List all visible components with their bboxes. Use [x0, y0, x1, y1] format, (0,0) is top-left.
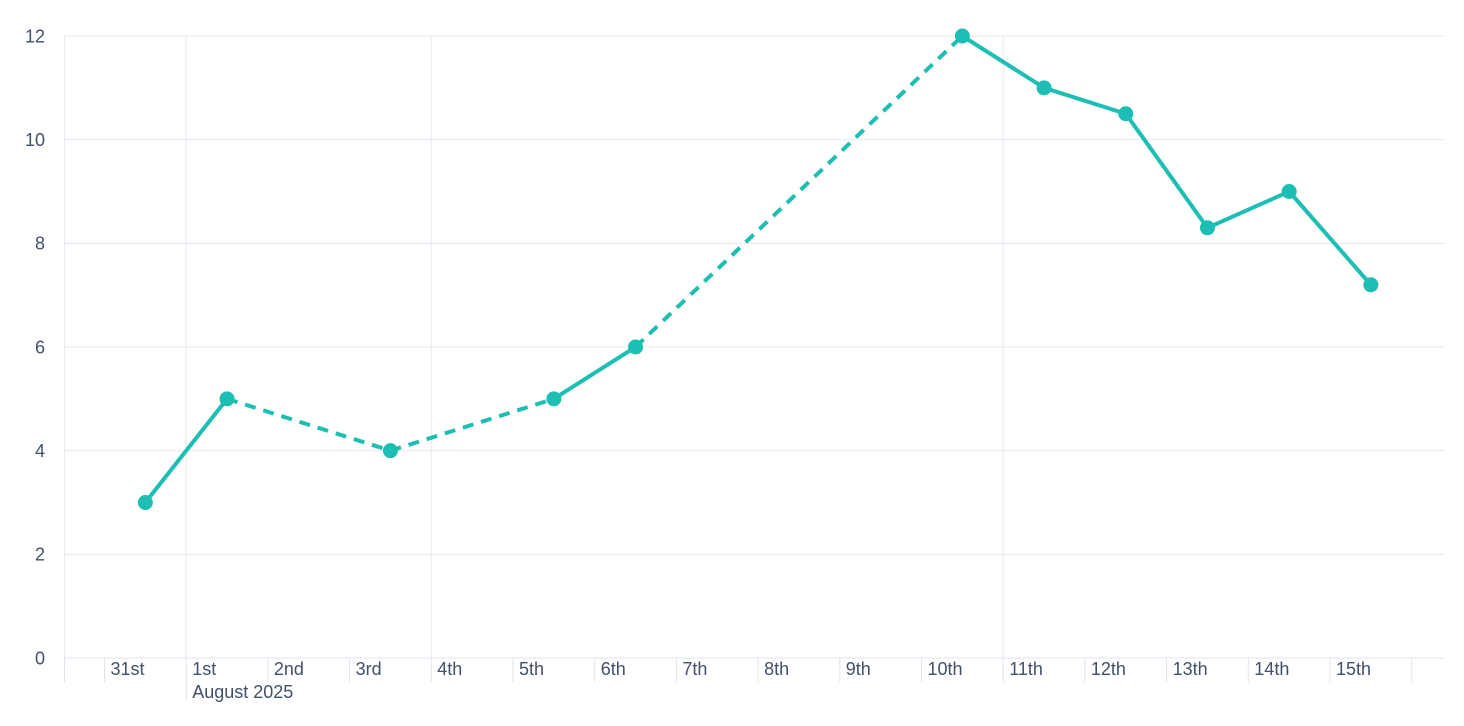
series-segment-solid — [961, 34, 1046, 90]
y-axis-label: 6 — [35, 337, 45, 357]
x-axis-label: 5th — [519, 659, 544, 679]
x-axis-label: 13th — [1173, 659, 1208, 679]
series-segment-dashed — [634, 34, 964, 349]
data-point-marker[interactable] — [219, 391, 235, 407]
x-axis-label: 1st — [192, 659, 216, 679]
data-point-marker[interactable] — [382, 443, 398, 459]
data-point-marker[interactable] — [628, 339, 644, 355]
data-point-marker[interactable] — [137, 495, 153, 510]
series-segment-solid — [1287, 190, 1373, 287]
y-axis-label: 2 — [35, 545, 45, 565]
data-point-marker[interactable] — [1118, 106, 1134, 122]
series-segment-solid — [1124, 112, 1210, 229]
series-segment-solid — [552, 345, 637, 401]
y-axis-label: 8 — [35, 234, 45, 254]
x-axis-label: 14th — [1254, 659, 1289, 679]
data-point-marker[interactable] — [1199, 220, 1215, 236]
x-axis-label: 6th — [601, 659, 626, 679]
x-axis-label: 4th — [437, 659, 462, 679]
y-axis-label: 0 — [35, 648, 45, 668]
x-axis-label: 11th — [1009, 659, 1043, 679]
series-segment-dashed — [389, 396, 555, 453]
x-axis-label: 31st — [111, 659, 145, 679]
x-axis-label: 15th — [1336, 659, 1371, 679]
data-point-marker[interactable] — [954, 28, 970, 44]
y-axis-label: 4 — [35, 441, 45, 461]
series-segment-solid — [143, 397, 229, 504]
data-point-marker[interactable] — [546, 391, 562, 407]
x-axis-label: 10th — [928, 659, 963, 679]
data-point-marker[interactable] — [1363, 277, 1379, 293]
x-axis-label: 2nd — [274, 659, 304, 679]
y-axis-label: 10 — [25, 130, 45, 150]
x-axis-label: 8th — [764, 659, 789, 679]
x-axis-month-label: August 2025 — [192, 682, 293, 702]
x-axis-label: 3rd — [356, 659, 382, 679]
data-point-marker[interactable] — [1281, 184, 1297, 199]
series-segment-solid — [1206, 189, 1290, 230]
x-axis-label: 12th — [1091, 659, 1126, 679]
series-segment-dashed — [226, 396, 392, 453]
y-axis-label: 12 — [25, 26, 45, 46]
x-axis-label: 7th — [682, 659, 707, 679]
data-point-marker[interactable] — [1036, 80, 1052, 96]
series-segment-solid — [1043, 85, 1127, 116]
x-axis-label: 9th — [846, 659, 871, 679]
